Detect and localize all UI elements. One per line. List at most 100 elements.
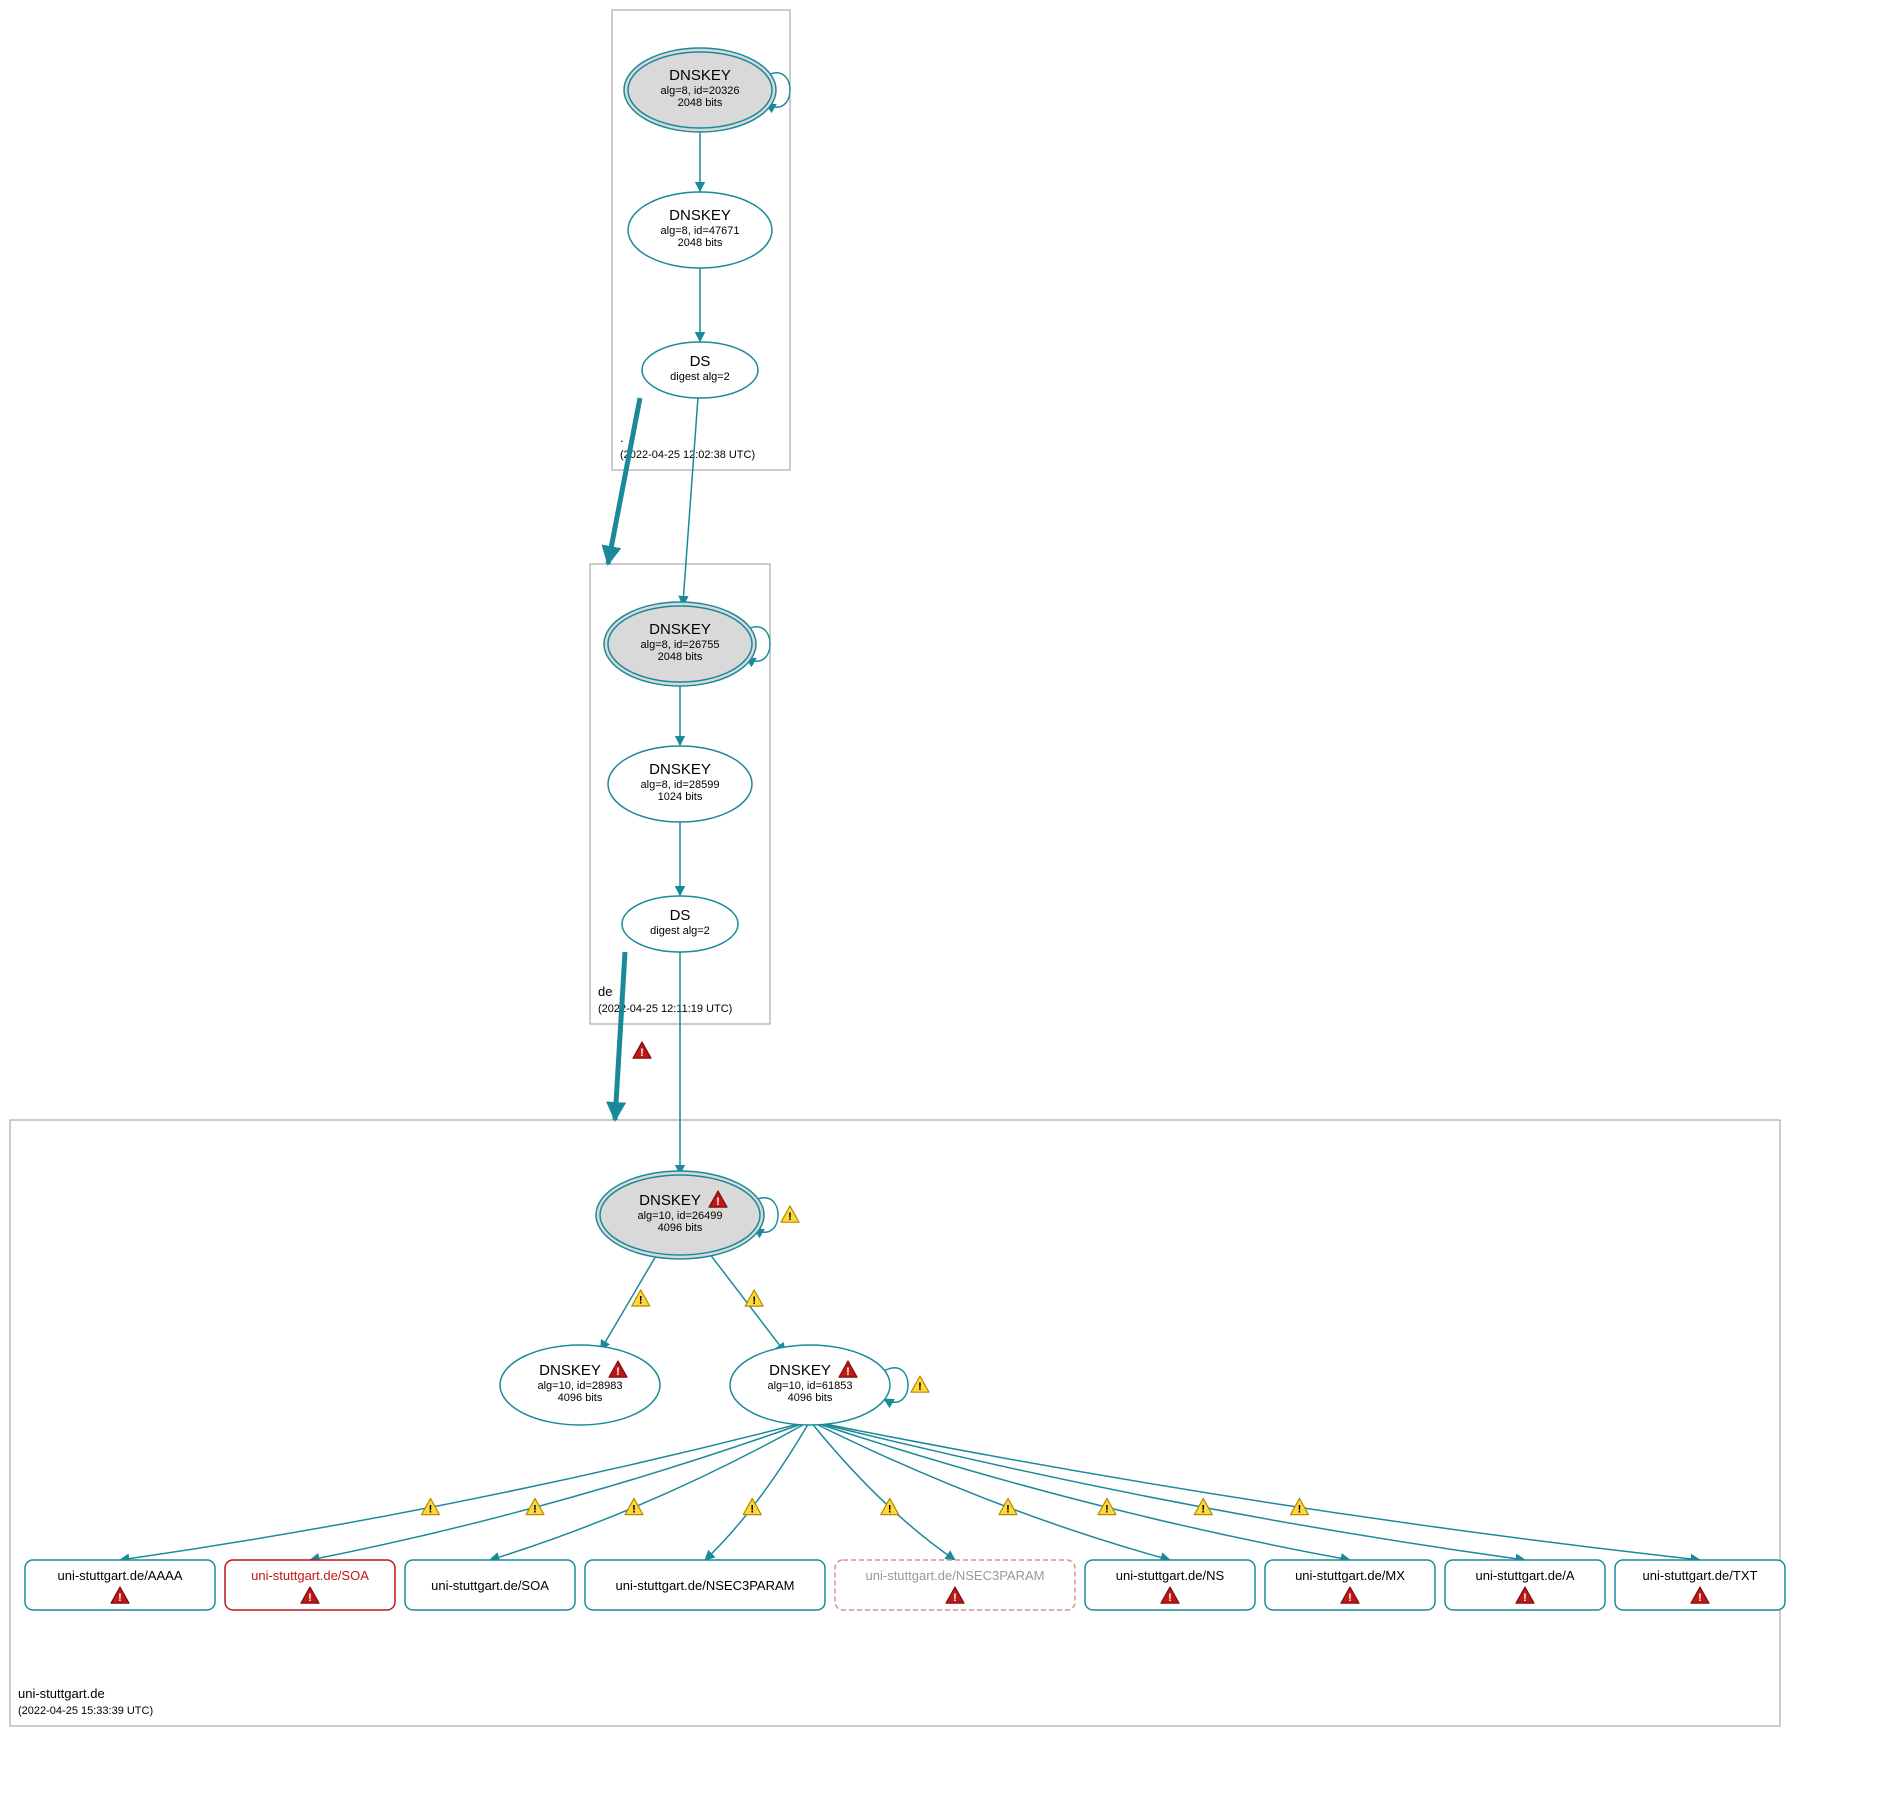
- rr-n3p: uni-stuttgart.de/NSEC3PARAM: [585, 1560, 825, 1610]
- svg-text:!: !: [1105, 1503, 1109, 1515]
- svg-text:!: !: [308, 1592, 312, 1604]
- svg-text:alg=10, id=61853: alg=10, id=61853: [767, 1380, 852, 1392]
- warning-icon: !: [422, 1498, 440, 1515]
- rr-mx: uni-stuttgart.de/MX!: [1265, 1560, 1435, 1610]
- svg-text:!: !: [533, 1503, 537, 1515]
- node-uni-zsk2: DNSKEY! alg=10, id=618534096 bits: [730, 1345, 890, 1425]
- node-de-ksk: DNSKEYalg=8, id=267552048 bits: [604, 602, 756, 686]
- svg-text:uni-stuttgart.de/MX: uni-stuttgart.de/MX: [1295, 1568, 1405, 1583]
- warning-icon: !: [526, 1498, 544, 1515]
- svg-text:!: !: [846, 1366, 850, 1378]
- svg-text:!: !: [639, 1295, 643, 1307]
- rr-aaaa: uni-stuttgart.de/AAAA!: [25, 1560, 215, 1610]
- svg-text:DNSKEY: DNSKEY: [769, 1362, 831, 1379]
- edge-uni-ksk-uni-zsk1: !: [601, 1248, 661, 1350]
- dnssec-diagram: . (2022-04-25 12:02:38 UTC) de (2022-04-25 …: [0, 0, 1893, 1806]
- svg-text:DNSKEY: DNSKEY: [669, 67, 731, 84]
- svg-text:!: !: [716, 1196, 720, 1208]
- svg-text:!: !: [1698, 1592, 1702, 1604]
- node-uni-ksk: DNSKEY! alg=10, id=264994096 bits: [596, 1171, 764, 1259]
- svg-text:alg=8, id=47671: alg=8, id=47671: [661, 225, 740, 237]
- svg-text:uni-stuttgart.de/A: uni-stuttgart.de/A: [1476, 1568, 1575, 1583]
- svg-text:!: !: [616, 1366, 620, 1378]
- svg-text:uni-stuttgart.de: uni-stuttgart.de: [18, 1686, 105, 1701]
- svg-text:!: !: [953, 1592, 957, 1604]
- error-icon: !: [633, 1042, 651, 1059]
- rr-a: uni-stuttgart.de/A!: [1445, 1560, 1605, 1610]
- warning-icon: !: [1098, 1498, 1116, 1515]
- rr-soa: uni-stuttgart.de/SOA: [405, 1560, 575, 1610]
- warning-icon: !: [999, 1498, 1017, 1515]
- svg-text:!: !: [118, 1592, 122, 1604]
- svg-text:alg=10, id=26499: alg=10, id=26499: [637, 1210, 722, 1222]
- zone-uni: uni-stuttgart.de (2022-04-25 15:33:39 UTC…: [10, 1120, 1780, 1726]
- node-de-zsk: DNSKEYalg=8, id=285991024 bits: [608, 746, 752, 822]
- node-de-ds: DSdigest alg=2: [622, 896, 738, 952]
- svg-text:!: !: [1298, 1503, 1302, 1515]
- svg-text:uni-stuttgart.de/NSEC3PARAM: uni-stuttgart.de/NSEC3PARAM: [616, 1578, 795, 1593]
- node-uni-zsk1: DNSKEY! alg=10, id=289834096 bits: [500, 1345, 660, 1425]
- zone-edge-root-ds: [608, 398, 640, 564]
- svg-text:alg=8, id=26755: alg=8, id=26755: [641, 639, 720, 651]
- svg-text:uni-stuttgart.de/SOA: uni-stuttgart.de/SOA: [431, 1578, 549, 1593]
- zone-edge-de-ds: !: [615, 952, 651, 1120]
- svg-text:de: de: [598, 984, 612, 999]
- svg-text:DNSKEY: DNSKEY: [649, 761, 711, 778]
- svg-text:digest alg=2: digest alg=2: [670, 371, 730, 383]
- node-root-zsk: DNSKEYalg=8, id=476712048 bits: [628, 192, 772, 268]
- svg-text:alg=10, id=28983: alg=10, id=28983: [537, 1380, 622, 1392]
- svg-text:1024 bits: 1024 bits: [658, 791, 703, 803]
- rr-n3p-d: uni-stuttgart.de/NSEC3PARAM!: [835, 1560, 1075, 1610]
- svg-text:!: !: [888, 1503, 892, 1515]
- warning-icon: !: [911, 1376, 929, 1393]
- svg-text:DS: DS: [690, 353, 711, 370]
- warning-icon: !: [745, 1290, 763, 1307]
- svg-text:!: !: [750, 1503, 754, 1515]
- edge-zsk2-rr-mx: !: [810, 1421, 1350, 1560]
- edge-zsk2-rr-soa-r: !: [310, 1421, 810, 1560]
- svg-text:2048 bits: 2048 bits: [658, 651, 703, 663]
- svg-text:uni-stuttgart.de/NS: uni-stuttgart.de/NS: [1116, 1568, 1225, 1583]
- svg-text:!: !: [640, 1047, 644, 1059]
- svg-text:!: !: [1006, 1503, 1010, 1515]
- svg-text:!: !: [1523, 1592, 1527, 1604]
- svg-text:!: !: [918, 1381, 922, 1393]
- warning-icon: !: [1194, 1498, 1212, 1515]
- svg-text:!: !: [788, 1211, 792, 1223]
- node-root-ds: DSdigest alg=2: [642, 342, 758, 398]
- svg-text:(2022-04-25 12:02:38 UTC): (2022-04-25 12:02:38 UTC): [620, 449, 755, 461]
- svg-text:uni-stuttgart.de/NSEC3PARAM: uni-stuttgart.de/NSEC3PARAM: [866, 1568, 1045, 1583]
- svg-text:DNSKEY: DNSKEY: [539, 1362, 601, 1379]
- svg-text:alg=8, id=20326: alg=8, id=20326: [661, 85, 740, 97]
- svg-text:4096 bits: 4096 bits: [558, 1392, 603, 1404]
- rr-ns: uni-stuttgart.de/NS!: [1085, 1560, 1255, 1610]
- warning-icon: !: [743, 1498, 761, 1515]
- svg-text:!: !: [429, 1503, 433, 1515]
- edge-uni-ksk-uni-zsk2: !: [703, 1245, 785, 1352]
- svg-text:uni-stuttgart.de/TXT: uni-stuttgart.de/TXT: [1643, 1568, 1758, 1583]
- svg-text:(2022-04-25 15:33:39 UTC): (2022-04-25 15:33:39 UTC): [18, 1705, 153, 1717]
- svg-text:!: !: [1201, 1503, 1205, 1515]
- edge-zsk2-rr-txt: !: [810, 1421, 1700, 1560]
- svg-text:uni-stuttgart.de/AAAA: uni-stuttgart.de/AAAA: [57, 1568, 182, 1583]
- svg-text:!: !: [1348, 1592, 1352, 1604]
- svg-text:2048 bits: 2048 bits: [678, 97, 723, 109]
- svg-text:DNSKEY: DNSKEY: [669, 207, 731, 224]
- svg-text:(2022-04-25 12:11:19 UTC): (2022-04-25 12:11:19 UTC): [598, 1003, 732, 1015]
- edge-zsk2-rr-aaaa: !: [120, 1421, 810, 1560]
- svg-text:4096 bits: 4096 bits: [658, 1222, 703, 1234]
- svg-text:alg=8, id=28599: alg=8, id=28599: [641, 779, 720, 791]
- svg-text:DNSKEY: DNSKEY: [639, 1192, 701, 1209]
- edge-zsk2-rr-n3p: !: [705, 1421, 810, 1560]
- svg-text:!: !: [1168, 1592, 1172, 1604]
- svg-text:.: .: [620, 430, 624, 445]
- rr-txt: uni-stuttgart.de/TXT!: [1615, 1560, 1785, 1610]
- edge-zsk2-rr-soa: !: [490, 1421, 810, 1560]
- node-root-ksk: DNSKEYalg=8, id=203262048 bits: [624, 48, 776, 132]
- svg-text:4096 bits: 4096 bits: [788, 1392, 833, 1404]
- warning-icon: !: [625, 1498, 643, 1515]
- svg-text:DNSKEY: DNSKEY: [649, 621, 711, 638]
- warning-icon: !: [781, 1206, 799, 1223]
- svg-text:!: !: [752, 1295, 756, 1307]
- svg-text:uni-stuttgart.de/SOA: uni-stuttgart.de/SOA: [251, 1568, 369, 1583]
